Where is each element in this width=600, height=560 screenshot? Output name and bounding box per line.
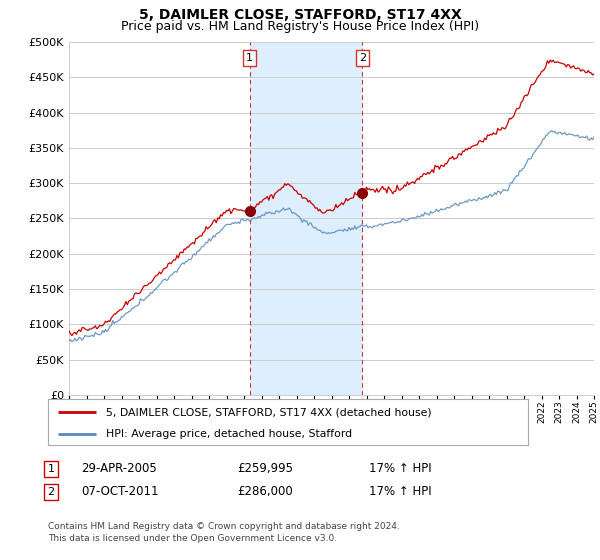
- Text: 5, DAIMLER CLOSE, STAFFORD, ST17 4XX (detached house): 5, DAIMLER CLOSE, STAFFORD, ST17 4XX (de…: [106, 407, 431, 417]
- Text: 1: 1: [246, 53, 253, 63]
- Text: 1: 1: [47, 464, 55, 474]
- Bar: [250, 42, 362, 395]
- Text: £286,000: £286,000: [237, 485, 293, 498]
- Text: 2: 2: [47, 487, 55, 497]
- Text: 2: 2: [359, 53, 366, 63]
- Text: 17% ↑ HPI: 17% ↑ HPI: [369, 462, 431, 475]
- Text: 29-APR-2005: 29-APR-2005: [81, 462, 157, 475]
- Text: 5, DAIMLER CLOSE, STAFFORD, ST17 4XX: 5, DAIMLER CLOSE, STAFFORD, ST17 4XX: [139, 8, 461, 22]
- Text: Contains HM Land Registry data © Crown copyright and database right 2024.
This d: Contains HM Land Registry data © Crown c…: [48, 522, 400, 543]
- Text: £259,995: £259,995: [237, 462, 293, 475]
- Text: 17% ↑ HPI: 17% ↑ HPI: [369, 485, 431, 498]
- Text: Price paid vs. HM Land Registry's House Price Index (HPI): Price paid vs. HM Land Registry's House …: [121, 20, 479, 32]
- Text: HPI: Average price, detached house, Stafford: HPI: Average price, detached house, Staf…: [106, 429, 352, 438]
- Text: 07-OCT-2011: 07-OCT-2011: [81, 485, 158, 498]
